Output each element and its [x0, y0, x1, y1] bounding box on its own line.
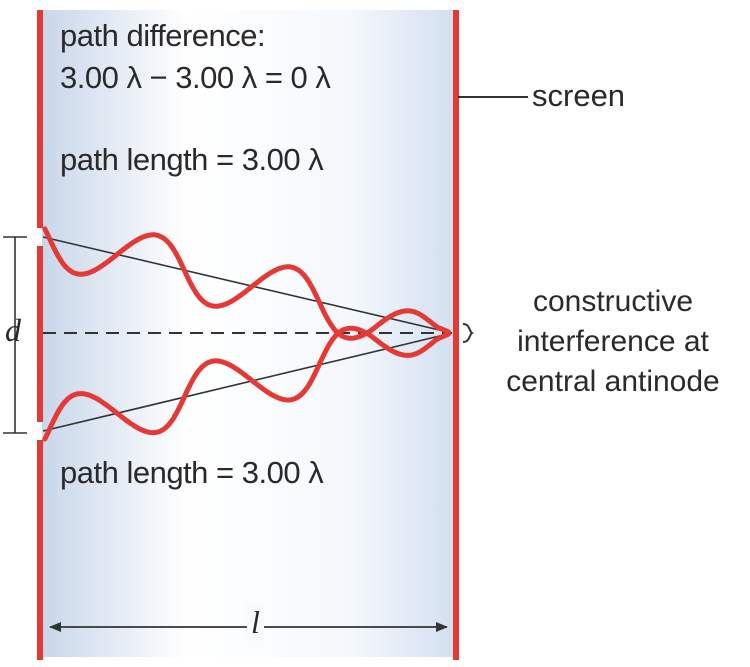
path-length-bottom-label: path length = 3.00 λ: [60, 455, 324, 490]
screen-label: screen: [532, 78, 626, 113]
screen-distance-label: l: [247, 604, 264, 641]
result-line-2: interference at: [517, 325, 709, 358]
wave-top: [42, 226, 451, 341]
path-line-top: [42, 236, 453, 334]
path-line-bottom: [42, 332, 453, 432]
wave-bottom: [42, 325, 451, 442]
region-panel: [42, 10, 456, 657]
result-annotation: constructive interference at central ant…: [478, 282, 748, 402]
path-difference-equation: 3.00 λ − 3.00 λ = 0 λ: [60, 60, 331, 95]
result-line-1: constructive: [532, 285, 694, 318]
path-difference-title: path difference:: [60, 18, 266, 53]
slit-separation-label: d: [5, 312, 21, 348]
antinode-brace: [462, 323, 474, 343]
path-length-top-label: path length = 3.00 λ: [60, 142, 324, 177]
result-line-3: central antinode: [506, 365, 720, 398]
